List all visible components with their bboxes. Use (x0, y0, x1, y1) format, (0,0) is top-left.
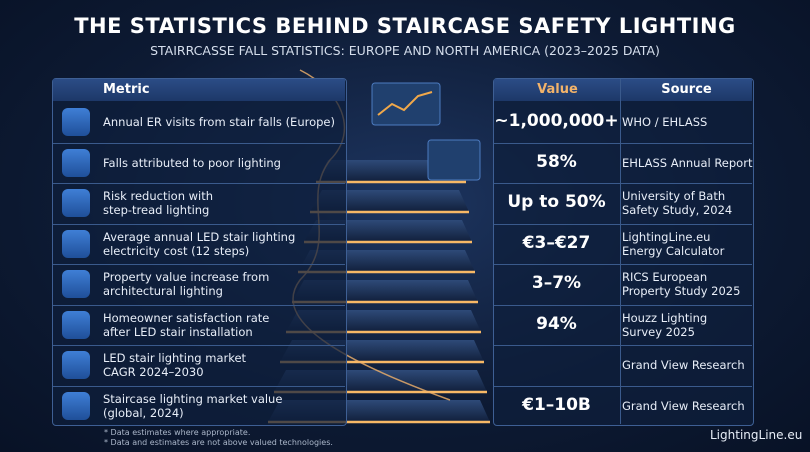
source: WHO / EHLASS (622, 115, 752, 129)
step (310, 190, 469, 212)
row-divider (494, 223, 752, 225)
text-line: Staircase lighting market value (103, 391, 283, 406)
row-icon (62, 229, 90, 258)
row-divider (494, 304, 752, 306)
brand: LightingLine.eu (710, 428, 803, 442)
text-line: Property Study 2025 (622, 284, 741, 299)
title: THE STATISTICS BEHIND STAIRCASE SAFETY L… (74, 14, 736, 38)
text-line: Falls attributed to poor lighting (103, 155, 281, 170)
footnote: * Data estimates where appropriate. (104, 428, 251, 437)
text-line: Survey 2025 (622, 324, 695, 339)
metric: Staircase lighting market value (global, … (103, 392, 343, 420)
metric: Falls attributed to poor lighting (103, 156, 343, 170)
footnotes: * Data estimates where appropriate. * Da… (104, 428, 333, 448)
row-divider (53, 385, 345, 387)
row-divider (53, 304, 345, 306)
metric: Average annual LED stair lighting electri… (103, 230, 343, 258)
footnote: * Data and estimates are not above value… (104, 438, 333, 447)
row-icon (62, 310, 90, 339)
value: 3–7% (531, 273, 582, 294)
source: RICS European Property Study 2025 (622, 270, 752, 298)
text-line: Safety Study, 2024 (622, 203, 733, 218)
row-divider (494, 142, 752, 144)
subtitle: STAIRRCASSE FALL STATISTICS: EUROPE AND … (150, 43, 660, 58)
source: Grand View Research (622, 399, 752, 413)
row-divider (53, 142, 345, 144)
text-line: architectural lighting (103, 284, 223, 299)
text-line: LightingLine.eu (622, 229, 711, 244)
row-icon (62, 270, 90, 299)
row-icon (62, 351, 90, 380)
text-line: electricity cost (12 steps) (103, 243, 250, 258)
text-line: CAGR 2024–2030 (103, 365, 204, 380)
row-icon (62, 108, 90, 137)
row-icon (62, 148, 90, 177)
value: 58% (536, 151, 577, 172)
row-divider (494, 345, 752, 346)
column-divider (620, 79, 621, 424)
column-header: Metric (53, 79, 345, 101)
metric: Homeowner satisfaction rate after LED sta… (103, 311, 343, 339)
row-icon (62, 391, 90, 420)
text-line: after LED stair installation (103, 324, 253, 339)
text-line: Homeowner satisfaction rate (103, 310, 270, 325)
row-divider (53, 264, 345, 265)
column-header: Value (494, 79, 621, 101)
metric: Property value increase from architectura… (103, 270, 343, 298)
metric: Risk reduction with step-tread lighting (103, 189, 343, 217)
row-icon (62, 189, 90, 218)
value: ~1,000,000+ (494, 111, 619, 132)
row-divider (53, 223, 345, 225)
left-panel (52, 78, 347, 426)
text-line: (global, 2024) (103, 405, 184, 420)
right-panel (493, 78, 754, 426)
text-line: University of Bath (622, 189, 726, 204)
source: EHLASS Annual Report (622, 156, 752, 170)
text-line: Annual ER visits from stair falls (Europ… (103, 115, 335, 130)
text-line: Energy Calculator (622, 243, 725, 258)
row-divider (494, 183, 752, 184)
text-line: EHLASS Annual Report (622, 155, 753, 170)
value: €1–10B (522, 394, 591, 415)
text-line: Grand View Research (622, 358, 745, 373)
text-line: Grand View Research (622, 398, 745, 413)
bar-card (427, 139, 481, 181)
text-line: WHO / EHLASS (622, 115, 708, 130)
metric: LED stair lighting market CAGR 2024–2030 (103, 351, 343, 379)
source: Houzz Lighting Survey 2025 (622, 311, 752, 339)
text-line: Risk reduction with (103, 189, 214, 204)
text-line: Property value increase from (103, 270, 270, 285)
chart-card (371, 82, 441, 126)
text-line: Houzz Lighting (622, 310, 708, 325)
row-divider (53, 345, 345, 346)
row-divider (494, 385, 752, 387)
text-line: RICS European (622, 270, 708, 285)
metric: Annual ER visits from stair falls (Europ… (103, 115, 343, 129)
value: 94% (536, 313, 577, 334)
row-divider (494, 264, 752, 265)
text-line: Average annual LED stair lighting (103, 229, 296, 244)
value: Up to 50% (507, 192, 606, 213)
text-line: step-tread lighting (103, 203, 210, 218)
source: University of Bath Safety Study, 2024 (622, 189, 752, 217)
text-line: LED stair lighting market (103, 351, 247, 366)
column-header: Source (621, 79, 752, 101)
source: Grand View Research (622, 358, 752, 372)
row-divider (53, 183, 345, 184)
value: €3–€27 (522, 232, 591, 253)
source: LightingLine.eu Energy Calculator (622, 230, 752, 258)
